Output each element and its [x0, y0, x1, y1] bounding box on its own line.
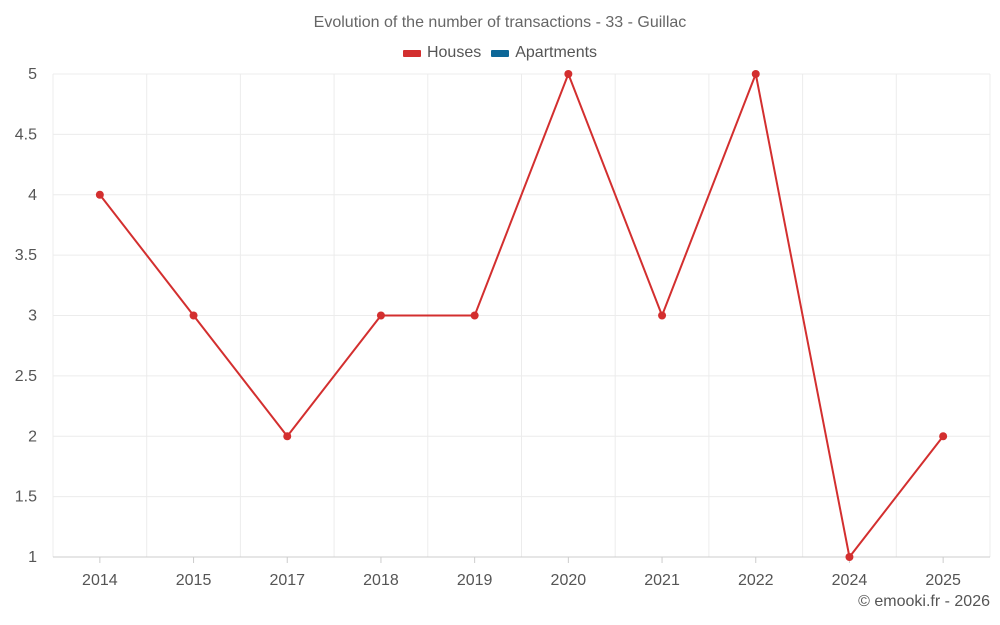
legend-item-houses[interactable]: Houses: [402, 44, 482, 62]
x-tick-label: 2018: [363, 572, 399, 589]
data-point-houses: [939, 432, 948, 441]
x-tick-label: 2021: [644, 572, 680, 589]
y-tick-label: 4: [28, 187, 37, 204]
series-layer: [95, 70, 948, 561]
y-tick-label: 3: [28, 308, 37, 325]
y-tick-label: 2: [28, 428, 37, 445]
y-tick-label: 2.5: [15, 368, 37, 385]
y-tick-label: 1: [28, 549, 37, 566]
x-tick-label: 2014: [82, 572, 118, 589]
data-point-houses: [95, 190, 104, 199]
data-point-houses: [751, 70, 760, 78]
series-line-houses: [99, 73, 944, 558]
y-tick-label: 3.5: [15, 247, 37, 264]
x-tick-label: 2022: [738, 572, 774, 589]
data-point-houses: [376, 311, 385, 320]
legend-item-apartments[interactable]: Apartments: [491, 44, 597, 62]
chart-title: Evolution of the number of transactions …: [313, 14, 687, 31]
y-tick-label: 4.5: [15, 126, 37, 143]
x-tick-label: 2019: [457, 572, 493, 589]
legend-swatch-houses: [402, 49, 421, 57]
y-tick-label: 1.5: [15, 489, 37, 506]
data-point-houses: [845, 553, 854, 561]
data-point-houses: [564, 70, 573, 78]
x-tick-label: 2015: [176, 572, 212, 589]
legend: Houses Apartments: [0, 44, 1000, 62]
legend-swatch-apartments: [491, 49, 510, 57]
data-point-houses: [470, 311, 479, 320]
axes: 1 1.5 2 2.5 3 3.5 4 4.5 5 2014 2015 2017 2018 2019 202…: [15, 66, 990, 589]
y-tick-label: 5: [28, 66, 37, 83]
legend-label-houses: Houses: [426, 44, 482, 61]
data-point-houses: [283, 432, 292, 441]
data-point-houses: [658, 311, 667, 320]
legend-label-apartments: Apartments: [515, 44, 598, 61]
data-point-houses: [189, 311, 198, 320]
x-tick-label: 2020: [551, 572, 587, 589]
x-tick-label: 2025: [925, 572, 961, 589]
x-tick-label: 2024: [832, 572, 868, 589]
x-tick-label: 2017: [269, 572, 305, 589]
credit-text: © emooki.fr - 2026: [858, 593, 990, 610]
